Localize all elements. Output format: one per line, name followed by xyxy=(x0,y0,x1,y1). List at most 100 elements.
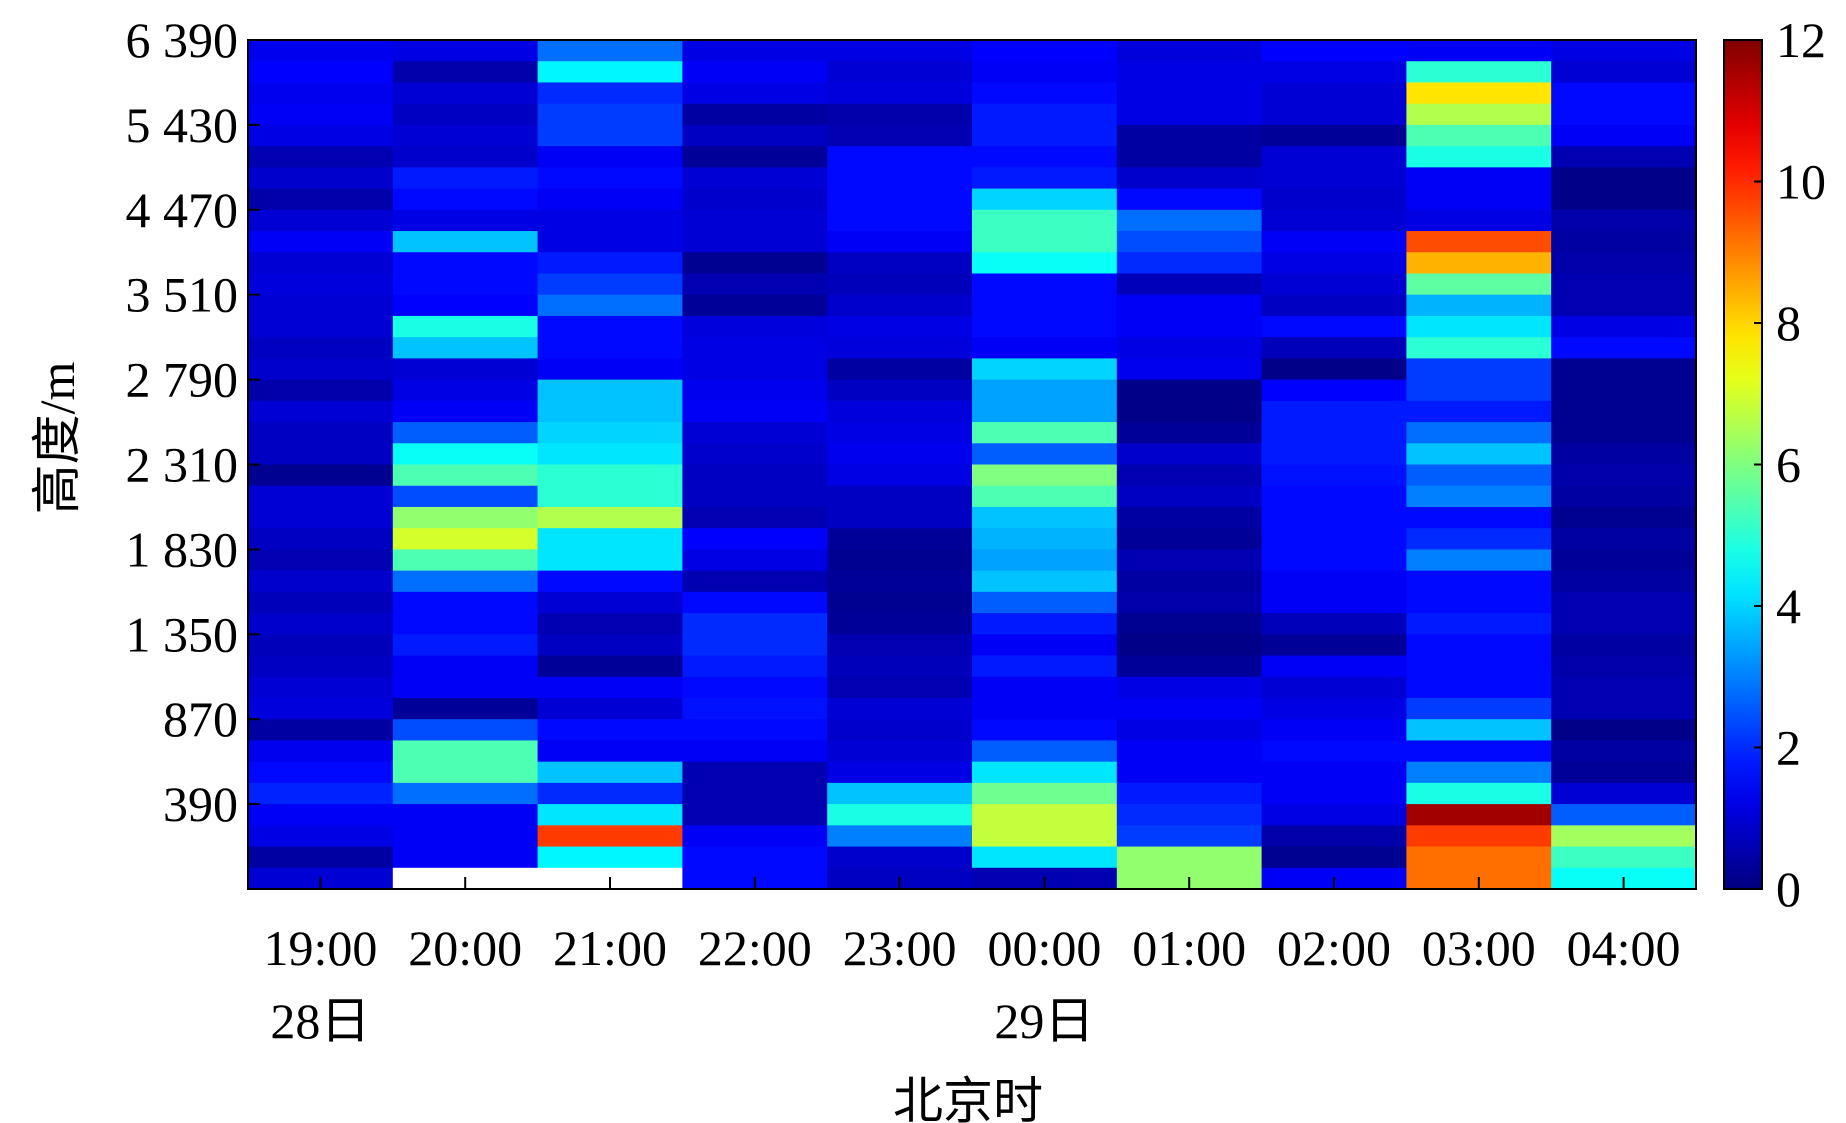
heatmap-cell xyxy=(1261,273,1407,296)
heatmap-cell xyxy=(248,400,394,423)
heatmap-cell xyxy=(248,146,394,168)
heatmap-cell xyxy=(1116,422,1263,444)
heatmap-cell xyxy=(1261,358,1407,381)
heatmap-cell xyxy=(1116,146,1263,168)
heatmap-cell xyxy=(972,740,1118,763)
heatmap-cell xyxy=(248,825,394,848)
heatmap-cell xyxy=(1406,400,1552,423)
heatmap-cell xyxy=(682,422,828,444)
heatmap-cell xyxy=(1261,761,1407,784)
heatmap-cell xyxy=(682,804,828,826)
heatmap-cell xyxy=(1116,613,1263,635)
heatmap-cell xyxy=(392,613,539,635)
heatmap-cell xyxy=(682,591,828,614)
heatmap-cell xyxy=(1261,188,1407,211)
heatmap-cell xyxy=(682,761,828,784)
heatmap-cell xyxy=(972,358,1118,381)
colorbar-tick-label: 4 xyxy=(1776,578,1801,634)
heatmap-cell xyxy=(682,549,828,572)
heatmap-cell xyxy=(392,124,539,147)
heatmap-cell xyxy=(972,570,1118,593)
heatmap-cell xyxy=(392,167,539,190)
heatmap-cell xyxy=(1406,613,1552,635)
heatmap-cell xyxy=(682,846,828,869)
heatmap-cell xyxy=(1551,655,1697,678)
heatmap-cell xyxy=(1261,422,1407,444)
heatmap-cell xyxy=(1261,613,1407,635)
x-tick-label: 21:00 xyxy=(553,920,667,976)
heatmap-cell xyxy=(1406,761,1552,784)
date-label: 29日 xyxy=(994,993,1094,1049)
heatmap-cell xyxy=(1116,782,1263,805)
heatmap-cell xyxy=(248,315,394,338)
heatmap-cell xyxy=(682,82,828,105)
colorbar-tick-label: 2 xyxy=(1776,720,1801,776)
heatmap-cell xyxy=(1261,506,1407,529)
heatmap-cell xyxy=(537,209,683,232)
heatmap-cell xyxy=(392,273,539,296)
heatmap-cell xyxy=(827,591,973,614)
heatmap-cell xyxy=(392,294,539,317)
heatmap-cell xyxy=(1261,634,1407,657)
heatmap-cell xyxy=(1551,315,1697,338)
y-axis-tick-labels: 6 390 5 430 4 470 3 510 2 790 2 310 1 830 1 350… xyxy=(126,12,239,832)
heatmap-cell xyxy=(537,146,683,168)
heatmap-cell xyxy=(972,804,1118,826)
heatmap-cell xyxy=(827,761,973,784)
heatmap-cell xyxy=(682,337,828,359)
heatmap-cell xyxy=(392,61,539,84)
heatmap-cell xyxy=(537,825,683,848)
heatmap-cell xyxy=(1406,655,1552,678)
heatmap-cell xyxy=(1116,549,1263,572)
heatmap-cell xyxy=(1406,804,1552,826)
heatmap-cell xyxy=(827,379,973,402)
heatmap-cell xyxy=(972,337,1118,359)
heatmap-cell xyxy=(682,697,828,720)
heatmap-cell xyxy=(392,634,539,657)
heatmap-cell xyxy=(392,528,539,550)
heatmap-cell xyxy=(392,358,539,381)
date-labels: 28日 29日 xyxy=(270,993,1094,1049)
heatmap-cell xyxy=(1116,231,1263,253)
heatmap-cell xyxy=(392,82,539,105)
heatmap-cell xyxy=(1406,422,1552,444)
heatmap-cell xyxy=(972,379,1118,402)
heatmap-cell xyxy=(1551,506,1697,529)
heatmap-cell xyxy=(248,124,394,147)
heatmap-cell xyxy=(1261,124,1407,147)
heatmap-cell xyxy=(972,782,1118,805)
heatmap-cell xyxy=(248,634,394,657)
heatmap-cell xyxy=(537,337,683,359)
x-axis-ticks xyxy=(319,877,1625,889)
heatmap-cell xyxy=(1406,676,1552,699)
heatmap-cell xyxy=(1406,740,1552,763)
heatmap-cell xyxy=(827,337,973,359)
heatmap-cell xyxy=(682,634,828,657)
heatmap-cell xyxy=(248,273,394,296)
y-tick-label: 1 350 xyxy=(126,606,239,662)
x-tick-label: 04:00 xyxy=(1567,920,1681,976)
heatmap-cell xyxy=(537,634,683,657)
heatmap-cell xyxy=(537,124,683,147)
heatmap-cell xyxy=(682,252,828,275)
heatmap-cell xyxy=(827,549,973,572)
heatmap-cell xyxy=(1551,634,1697,657)
heatmap-cell xyxy=(1406,719,1552,742)
heatmap-cell xyxy=(1261,40,1407,62)
heatmap-cell xyxy=(1116,443,1263,466)
x-axis-tick-labels: 19:00 20:00 21:00 22:00 23:00 00:00 01:00 02:00… xyxy=(263,920,1680,976)
heatmap-cell xyxy=(392,209,539,232)
heatmap-cell xyxy=(827,719,973,742)
heatmap-cell xyxy=(1261,549,1407,572)
heatmap-cell xyxy=(1261,61,1407,84)
colorbar: 0 2 4 6 8 10 12 xyxy=(1723,12,1826,917)
heatmap-cell xyxy=(1261,400,1407,423)
heatmap-cell xyxy=(537,40,683,62)
heatmap-cell xyxy=(1406,825,1552,848)
heatmap-cell xyxy=(972,82,1118,105)
heatmap-cell xyxy=(1116,124,1263,147)
heatmap-cell xyxy=(392,570,539,593)
heatmap-cell xyxy=(972,528,1118,550)
heatmap-cell xyxy=(1406,506,1552,529)
heatmap-cell xyxy=(392,719,539,742)
